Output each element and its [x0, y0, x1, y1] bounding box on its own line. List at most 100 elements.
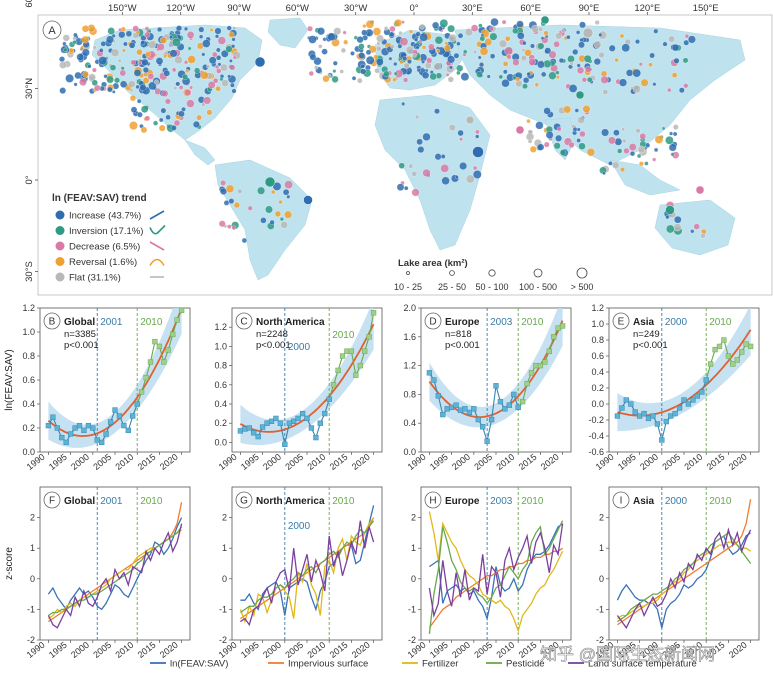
lake-point — [687, 35, 696, 44]
lake-point — [65, 74, 74, 83]
lake-point — [226, 25, 232, 31]
lake-point — [88, 73, 96, 82]
observation-marker — [138, 389, 145, 395]
lake-point — [399, 60, 404, 65]
observation-marker — [246, 425, 252, 431]
lake-point — [567, 55, 575, 63]
lake-point — [578, 41, 585, 49]
lake-point — [541, 71, 547, 78]
observation-marker — [174, 317, 180, 323]
lake-point — [683, 83, 689, 89]
legend-label: Pesticide — [506, 659, 545, 670]
lake-point — [408, 163, 414, 169]
lake-point — [308, 35, 317, 44]
lake-point — [572, 127, 578, 132]
lake-point — [158, 117, 164, 123]
lake-point — [128, 80, 136, 88]
observation-marker — [690, 397, 696, 403]
lake-point — [201, 52, 206, 57]
lake-point — [548, 50, 557, 59]
lake-point — [79, 78, 87, 86]
lake-point — [568, 84, 578, 93]
lake-point — [501, 79, 510, 88]
panel-stat: n=249 — [633, 329, 660, 340]
observation-marker — [743, 341, 749, 347]
lake-point — [672, 131, 678, 137]
observation-marker — [524, 380, 530, 387]
lake-point — [129, 121, 138, 130]
observation-marker — [685, 401, 692, 407]
x-tick-label: 1995 — [616, 452, 638, 472]
observation-marker — [537, 362, 544, 369]
lake-point — [553, 41, 560, 48]
panel-stat: n=2248 — [256, 329, 288, 340]
confidence-band — [617, 308, 751, 432]
lake-point — [484, 38, 493, 46]
lake-point — [608, 136, 616, 145]
observation-marker — [170, 331, 176, 338]
lake-point — [435, 72, 443, 79]
lon-tick-label: 30°W — [344, 3, 367, 14]
series-line-pesticide — [48, 526, 183, 617]
lake-point — [163, 54, 168, 59]
lon-tick-label: 30°E — [462, 3, 483, 14]
observation-marker — [103, 431, 109, 437]
observation-marker — [694, 393, 700, 399]
lake-point — [640, 78, 649, 87]
x-tick-label: 2020 — [350, 640, 372, 660]
lake-size-label: 25 - 50 — [438, 282, 466, 292]
lake-point — [350, 51, 355, 56]
lake-point — [165, 114, 171, 120]
lake-point — [62, 41, 67, 46]
lake-point — [173, 86, 178, 91]
lake-point — [92, 67, 97, 73]
lake-point — [512, 58, 520, 66]
x-tick-label: 2000 — [261, 452, 283, 472]
trend-legend-label: Reversal (1.6%) — [69, 257, 137, 268]
observation-marker — [699, 389, 705, 395]
panel-title: Global — [64, 496, 95, 507]
panel-stat: p<0.001 — [445, 340, 480, 351]
lake-point — [229, 64, 236, 71]
lake-point — [527, 139, 533, 144]
lake-point — [576, 138, 581, 143]
breakpoint-label: 2001 — [100, 496, 123, 507]
lake-point — [233, 202, 240, 209]
lake-point — [157, 26, 163, 33]
y-tick-label: -1 — [596, 604, 604, 614]
lake-point — [171, 67, 177, 73]
observation-marker — [339, 353, 346, 359]
observation-marker — [747, 343, 754, 350]
lake-point — [417, 146, 425, 154]
breakpoint-label: 2010 — [140, 496, 163, 507]
lake-point — [619, 33, 625, 39]
lake-point — [203, 96, 212, 105]
lake-point — [593, 58, 601, 66]
observation-marker — [242, 426, 248, 432]
lake-point-large — [540, 15, 550, 25]
lake-point — [120, 66, 125, 71]
y-tick-label: 2 — [599, 513, 604, 523]
lake-point — [218, 220, 226, 228]
plot-area — [420, 486, 572, 641]
lake-point — [220, 180, 226, 186]
observation-marker — [59, 434, 65, 441]
lake-point — [144, 31, 151, 38]
lake-point — [700, 233, 706, 239]
lake-point — [187, 46, 192, 51]
lake-point — [176, 25, 183, 32]
y-tick-label: -0.4 — [588, 431, 604, 441]
lake-point — [529, 145, 537, 153]
lake-point — [365, 55, 375, 65]
lake-point — [173, 119, 181, 127]
lake-point — [419, 24, 425, 30]
observation-marker — [143, 374, 149, 381]
lake-point — [184, 88, 192, 97]
lake-point — [422, 132, 431, 141]
lake-point — [59, 87, 67, 94]
lake-point — [560, 28, 565, 33]
lake-point — [187, 55, 196, 64]
lake-point — [72, 40, 77, 45]
